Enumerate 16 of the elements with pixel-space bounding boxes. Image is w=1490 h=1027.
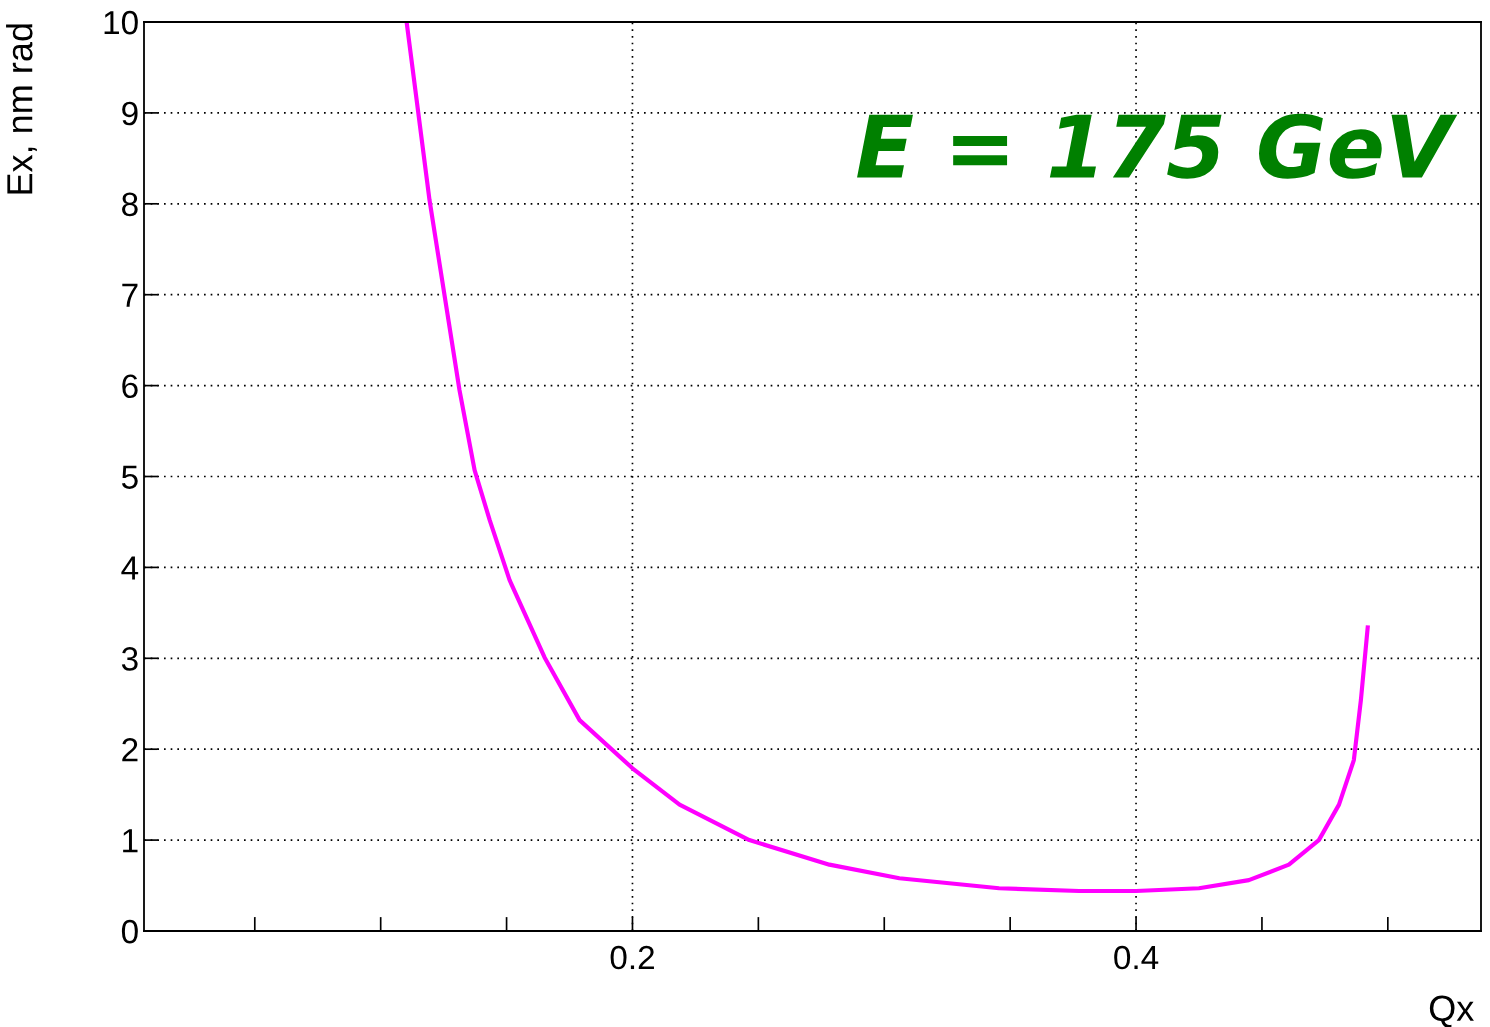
x-tick-label: 0.4 bbox=[1114, 945, 1159, 970]
y-tick-label: 2 bbox=[122, 738, 138, 762]
y-tick-label: 8 bbox=[122, 192, 138, 217]
y-tick-label: 7 bbox=[122, 283, 138, 307]
y-tick-label: 5 bbox=[121, 465, 138, 489]
x-tick-label: 0.2 bbox=[610, 945, 654, 970]
y-tick-label: 0 bbox=[121, 919, 138, 944]
y-tick-label: 9 bbox=[122, 101, 138, 126]
x-axis-title: Qx bbox=[1429, 995, 1474, 1027]
y-tick-label: 10 bbox=[104, 10, 138, 35]
y-axis-title: Ex, nm rad bbox=[6, 24, 37, 194]
annotation: E = 175 GeV bbox=[857, 113, 1458, 179]
y-tick-label: 6 bbox=[122, 374, 138, 399]
y-tick-label: 4 bbox=[121, 556, 139, 580]
y-tick-label: 1 bbox=[123, 829, 138, 853]
y-tick-label: 3 bbox=[121, 647, 138, 671]
